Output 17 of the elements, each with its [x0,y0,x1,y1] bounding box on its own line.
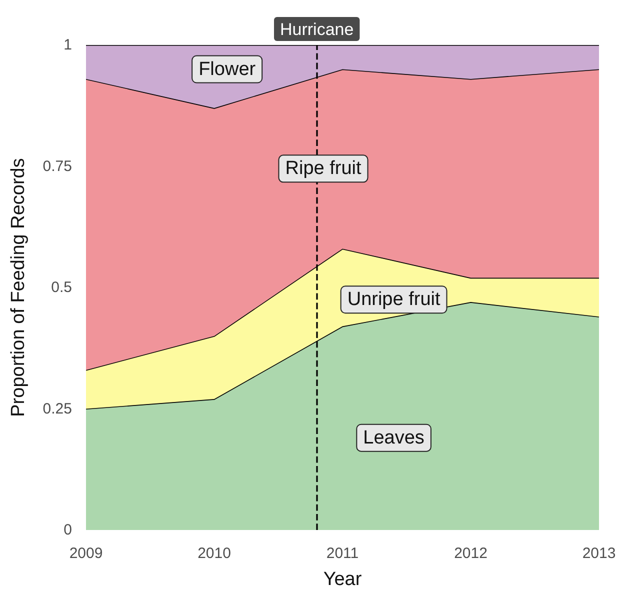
y-tick-label: 0.5 [51,279,72,296]
y-axis-title: Proportion of Feeding Records [8,158,29,417]
x-tick-label: 2010 [198,545,231,562]
y-tick-label: 1 [64,36,72,54]
y-tick-label: 0.25 [42,400,72,418]
x-tick-label: 2012 [454,545,488,562]
y-tick-label: 0.75 [42,158,72,175]
series-label: Ripe fruit [285,158,362,180]
x-tick-label: 2013 [582,545,616,562]
series-label: Unripe fruit [347,289,441,310]
series-label: Leaves [363,427,424,448]
ref-line-label: Hurricane [280,20,354,39]
x-axis-title: Year [323,569,362,590]
y-tick-label: 0 [64,522,72,538]
x-tick-label: 2011 [326,545,359,562]
series-label: Flower [198,58,256,80]
x-tick-label: 2009 [69,545,103,562]
